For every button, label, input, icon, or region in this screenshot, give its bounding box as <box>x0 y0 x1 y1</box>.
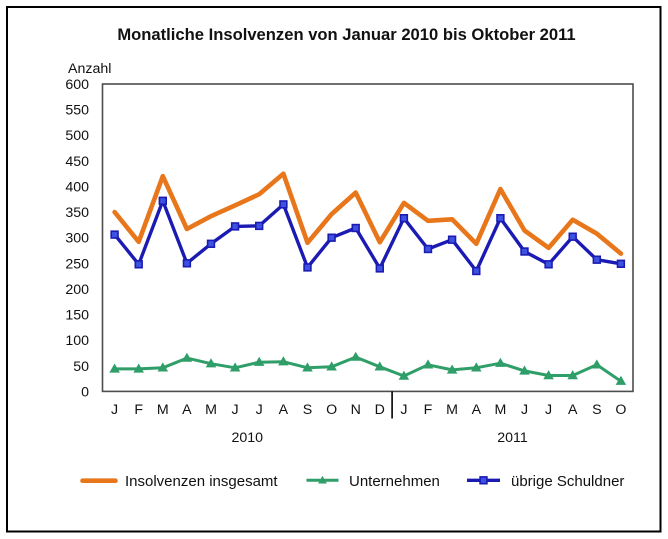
svg-text:Insolvenzen insgesamt: Insolvenzen insgesamt <box>125 473 278 490</box>
svg-text:A: A <box>568 402 578 418</box>
svg-text:N: N <box>351 402 361 418</box>
svg-text:O: O <box>615 402 626 418</box>
svg-text:F: F <box>134 402 143 418</box>
svg-text:M: M <box>205 402 217 418</box>
svg-text:Unternehmen: Unternehmen <box>349 473 440 490</box>
svg-text:S: S <box>303 402 312 418</box>
svg-text:A: A <box>472 402 482 418</box>
svg-text:J: J <box>545 402 552 418</box>
svg-text:D: D <box>375 402 385 418</box>
svg-text:A: A <box>182 402 192 418</box>
svg-text:Anzahl: Anzahl <box>68 61 111 77</box>
svg-text:450: 450 <box>65 154 89 170</box>
svg-text:150: 150 <box>65 308 89 324</box>
svg-text:0: 0 <box>81 384 89 400</box>
svg-text:S: S <box>592 402 601 418</box>
svg-text:300: 300 <box>65 231 89 247</box>
svg-text:550: 550 <box>65 103 89 119</box>
svg-text:350: 350 <box>65 205 89 221</box>
svg-text:500: 500 <box>65 128 89 144</box>
svg-text:250: 250 <box>65 256 89 272</box>
svg-text:200: 200 <box>65 282 89 298</box>
svg-text:übrige Schuldner: übrige Schuldner <box>511 473 624 490</box>
svg-text:100: 100 <box>65 333 89 349</box>
svg-text:600: 600 <box>65 77 89 93</box>
svg-text:M: M <box>446 402 458 418</box>
svg-text:O: O <box>326 402 337 418</box>
svg-text:A: A <box>279 402 289 418</box>
svg-text:2010: 2010 <box>232 430 264 446</box>
svg-text:50: 50 <box>73 359 89 375</box>
svg-text:J: J <box>400 402 407 418</box>
svg-text:Monatliche Insolvenzen von Jan: Monatliche Insolvenzen von Januar 2010 b… <box>117 25 575 44</box>
svg-text:M: M <box>494 402 506 418</box>
svg-text:J: J <box>521 402 528 418</box>
svg-text:J: J <box>256 402 263 418</box>
svg-text:J: J <box>232 402 239 418</box>
svg-text:M: M <box>157 402 169 418</box>
svg-text:400: 400 <box>65 180 89 196</box>
svg-text:2011: 2011 <box>497 430 528 446</box>
svg-text:F: F <box>424 402 433 418</box>
svg-text:J: J <box>111 402 118 418</box>
